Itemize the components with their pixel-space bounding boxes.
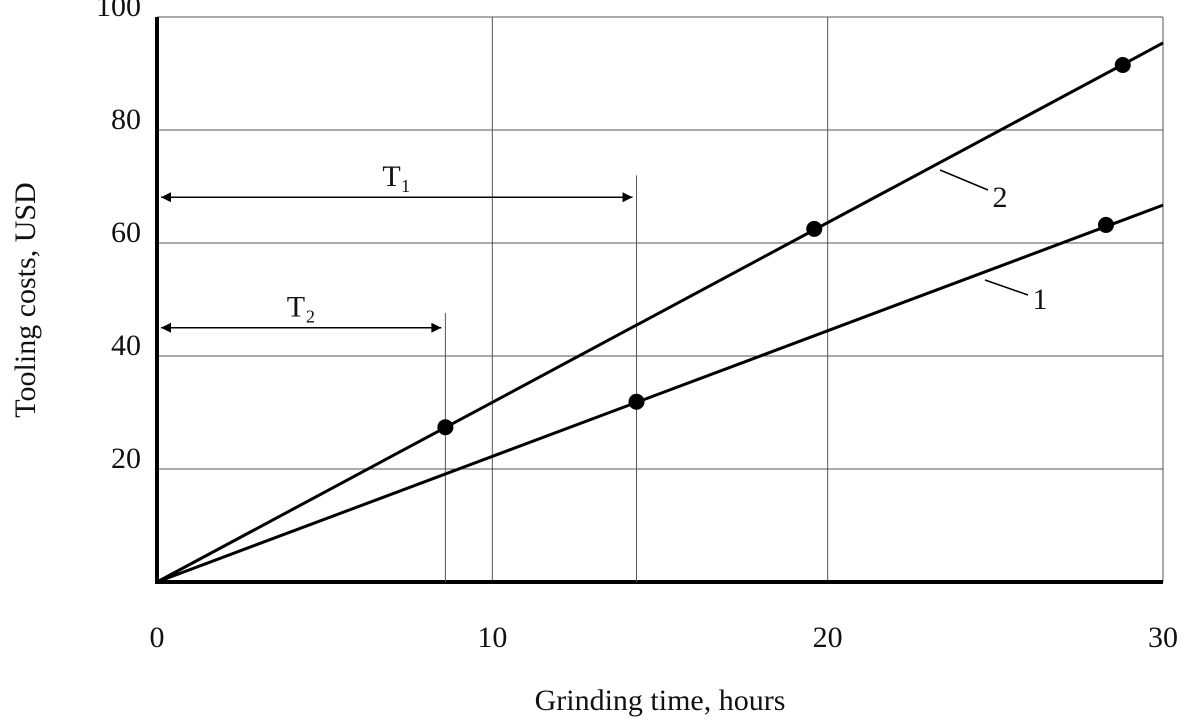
x-tick-label: 20	[813, 621, 843, 654]
data-point	[628, 393, 645, 410]
series-label: 2	[993, 181, 1008, 214]
series-line	[156, 41, 1164, 584]
y-tick-label: 20	[111, 442, 141, 475]
x-tick-label: 30	[1148, 621, 1178, 654]
data-point	[806, 220, 823, 237]
y-tick-label: 40	[111, 329, 141, 362]
x-tick-label: 10	[477, 621, 507, 654]
annotation-label: T₁	[382, 160, 411, 193]
annotation-label: T₂	[287, 291, 316, 324]
data-point	[437, 419, 454, 436]
y-tick-label: 60	[111, 216, 141, 249]
series-leader	[939, 169, 989, 191]
series-line	[156, 203, 1164, 584]
x-tick-label: 0	[150, 621, 165, 654]
series-leader	[984, 279, 1029, 296]
y-tick-label: 80	[111, 103, 141, 136]
data-point	[1097, 216, 1114, 233]
series-label: 1	[1033, 283, 1048, 316]
x-axis-label: Grinding time, hours	[535, 684, 786, 717]
y-tick-label: 100	[96, 0, 141, 23]
data-point	[1114, 57, 1131, 74]
y-axis-label: Tooling costs, USD	[9, 182, 42, 417]
